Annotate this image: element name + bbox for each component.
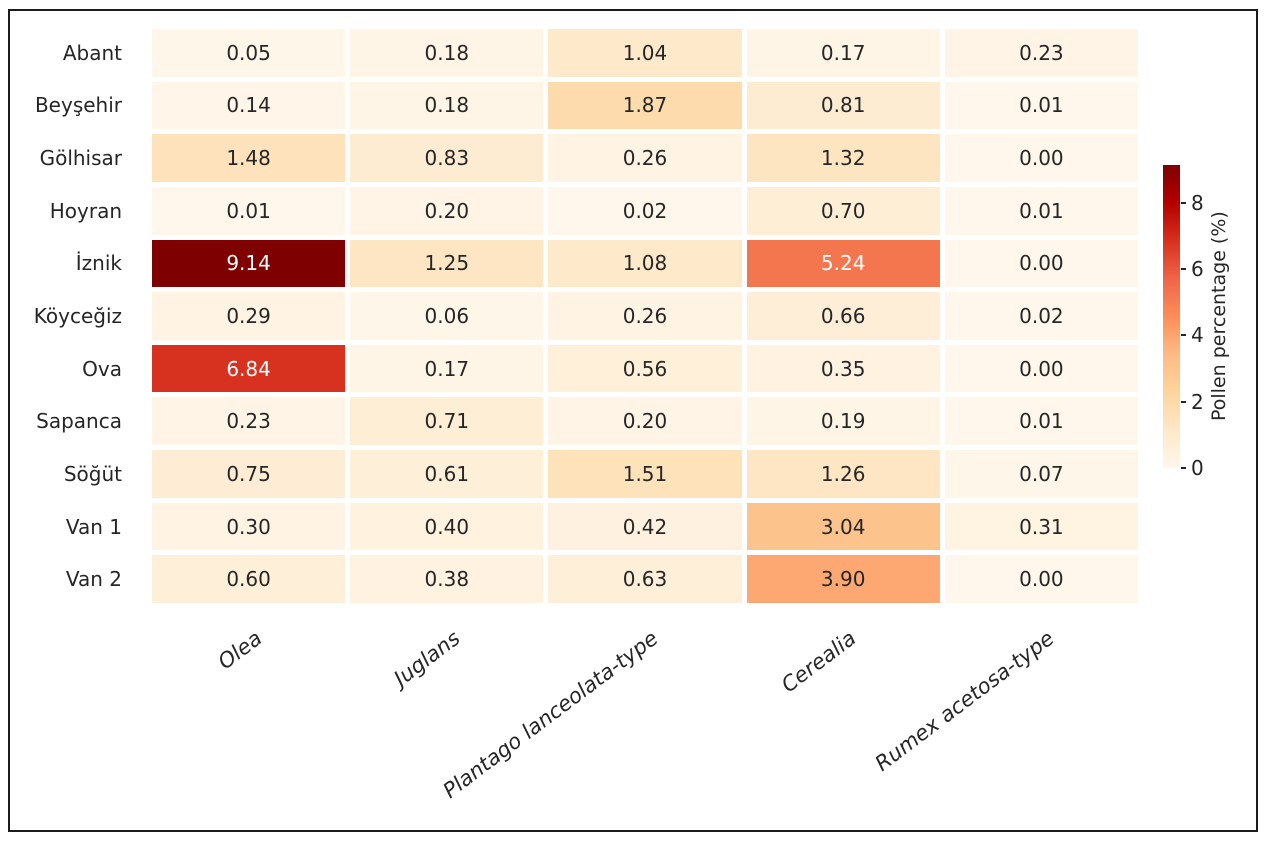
heatmap-cell: 0.56 — [548, 344, 742, 393]
heatmap-cell: 0.00 — [944, 344, 1138, 393]
heatmap-cell: 1.87 — [548, 81, 742, 130]
heatmap-cell: 0.30 — [152, 502, 346, 551]
colorbar-tick-mark — [1181, 334, 1186, 337]
heatmap-cell: 0.20 — [350, 186, 544, 235]
heatmap-cell: 0.07 — [944, 450, 1138, 498]
heatmap-cell: 0.66 — [746, 292, 940, 340]
row-label: Sapanca — [36, 409, 122, 434]
colorbar-tick-mark — [1181, 400, 1186, 403]
heatmap-cell: 0.14 — [152, 81, 346, 130]
heatmap-cell: 0.42 — [548, 502, 742, 551]
heatmap-cell: 0.06 — [350, 292, 544, 340]
heatmap-cell: 0.61 — [350, 450, 544, 498]
row-label: İznik — [75, 251, 122, 276]
colorbar-tick-label: 8 — [1191, 190, 1204, 215]
heatmap-cell: 0.29 — [152, 292, 346, 340]
colorbar-tick-mark — [1181, 467, 1186, 469]
heatmap-cell: 0.20 — [548, 397, 742, 446]
heatmap-cell: 0.40 — [350, 502, 544, 551]
heatmap-cell: 0.17 — [746, 29, 940, 77]
heatmap-cell: 6.84 — [152, 344, 346, 393]
heatmap-cell: 0.17 — [350, 344, 544, 393]
heatmap-cell: 0.71 — [350, 397, 544, 446]
heatmap-cell: 0.00 — [944, 239, 1138, 288]
heatmap-cell: 1.08 — [548, 239, 742, 288]
colorbar — [1163, 165, 1180, 468]
row-label: Ova — [82, 356, 122, 381]
heatmap-grid: 0.05 0.18 1.04 0.17 0.23 0.14 0.18 1.87 0.81 0.01… — [152, 29, 1138, 603]
y-axis-labels: Abant Beyşehir Gölhisar Hoyran İznik Köyceğiz… — [0, 29, 142, 603]
heatmap-cell: 0.01 — [944, 186, 1138, 235]
colorbar-label: Pollen percentage (%) — [1208, 211, 1230, 422]
colorbar-tick-mark — [1181, 268, 1186, 271]
heatmap-cell: 0.60 — [152, 555, 346, 603]
heatmap-cell: 0.23 — [152, 397, 346, 446]
row-label: Abant — [62, 40, 122, 65]
heatmap-cell: 1.04 — [548, 29, 742, 77]
heatmap-cell: 0.00 — [944, 555, 1138, 603]
row-label: Gölhisar — [39, 146, 122, 171]
heatmap-cell: 1.26 — [746, 450, 940, 498]
row-label: Van 2 — [65, 567, 122, 592]
heatmap-cell: 9.14 — [152, 239, 346, 288]
colorbar-tick-label: 4 — [1191, 323, 1204, 348]
heatmap-cell: 3.04 — [746, 502, 940, 551]
heatmap-cell: 0.02 — [548, 186, 742, 235]
heatmap-cell: 1.25 — [350, 239, 544, 288]
heatmap-cell: 1.48 — [152, 134, 346, 182]
heatmap-cell: 0.01 — [944, 397, 1138, 446]
row-label: Van 1 — [65, 514, 122, 539]
heatmap-cell: 0.01 — [944, 81, 1138, 130]
heatmap-cell: 0.70 — [746, 186, 940, 235]
heatmap-cell: 0.83 — [350, 134, 544, 182]
heatmap-cell: 0.26 — [548, 292, 742, 340]
row-label: Köyceğiz — [33, 303, 122, 328]
heatmap-cell: 0.01 — [152, 186, 346, 235]
colorbar-tick-label: 0 — [1191, 456, 1204, 480]
heatmap-cell: 0.02 — [944, 292, 1138, 340]
heatmap-cell: 0.38 — [350, 555, 544, 603]
heatmap-cell: 0.23 — [944, 29, 1138, 77]
heatmap-cell: 0.26 — [548, 134, 742, 182]
heatmap-cell: 0.05 — [152, 29, 346, 77]
heatmap-cell: 1.32 — [746, 134, 940, 182]
heatmap-cell: 0.63 — [548, 555, 742, 603]
row-label: Söğüt — [63, 461, 122, 486]
colorbar-tick-label: 6 — [1191, 257, 1204, 282]
heatmap-cell: 0.18 — [350, 81, 544, 130]
heatmap-cell: 0.19 — [746, 397, 940, 446]
colorbar-tick-mark — [1181, 201, 1186, 204]
row-label: Hoyran — [49, 198, 122, 223]
heatmap-cell: 0.31 — [944, 502, 1138, 551]
heatmap-cell: 0.81 — [746, 81, 940, 130]
heatmap-cell: 0.18 — [350, 29, 544, 77]
heatmap-cell: 0.00 — [944, 134, 1138, 182]
row-label: Beyşehir — [34, 93, 122, 118]
colorbar-tick-label: 2 — [1191, 389, 1204, 414]
heatmap-cell: 0.35 — [746, 344, 940, 393]
heatmap-cell: 5.24 — [746, 239, 940, 288]
heatmap-cell: 0.75 — [152, 450, 346, 498]
heatmap-cell: 1.51 — [548, 450, 742, 498]
heatmap-cell: 3.90 — [746, 555, 940, 603]
